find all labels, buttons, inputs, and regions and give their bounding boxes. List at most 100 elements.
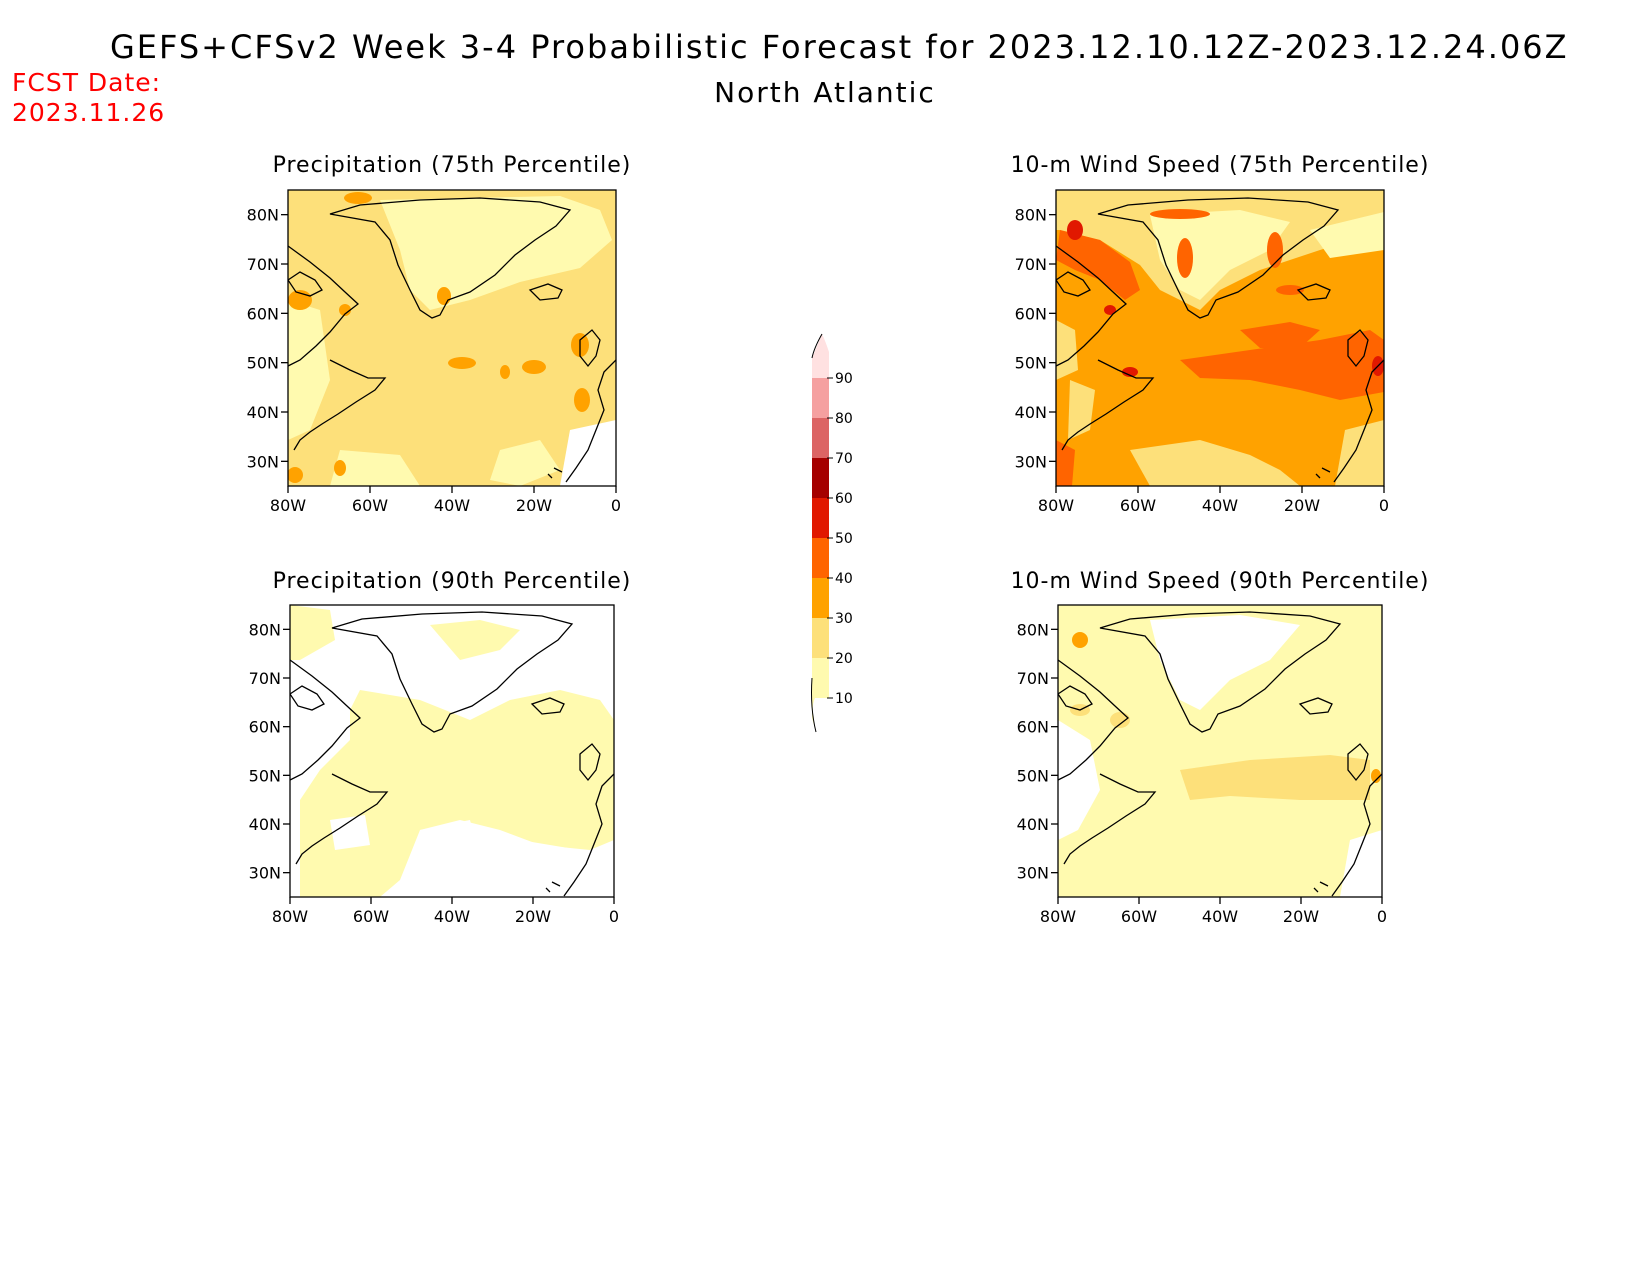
colorbar-label: 60 — [835, 491, 853, 507]
lat-tick-label: 60N — [249, 718, 281, 737]
lat-tick-label: 80N — [1017, 620, 1049, 639]
colorbar-swatch — [812, 538, 829, 578]
colorbar-swatch — [812, 418, 829, 458]
colorbar-swatch — [812, 658, 829, 732]
field-empty-region — [560, 420, 616, 486]
field-mid-region — [1056, 320, 1078, 380]
panel-title-wind75: 10-m Wind Speed (75th Percentile) — [1011, 153, 1430, 178]
lat-tick-label: 40N — [247, 403, 279, 422]
coastline — [290, 611, 614, 897]
field-peak-spot — [1104, 305, 1116, 315]
colorbar-outline — [811, 677, 817, 733]
field-empty-region — [1058, 720, 1100, 840]
lat-tick-label: 70N — [1017, 669, 1049, 688]
panel-title-precip90: Precipitation (90th Percentile) — [273, 569, 632, 594]
lon-tick-label: 40W — [434, 496, 470, 515]
map-field-precip75 — [288, 190, 616, 486]
panel-wind75: 10-m Wind Speed (75th Percentile) — [1011, 153, 1430, 487]
field-low-region — [290, 605, 335, 660]
lat-tick-label: 40N — [1015, 403, 1047, 422]
colorbar-swatch — [812, 618, 829, 658]
field-low-region — [490, 440, 560, 486]
field-high-spot — [288, 467, 303, 483]
field-high-spot — [344, 192, 372, 204]
lon-tick-label: 20W — [1283, 907, 1319, 926]
lat-tick-label: 50N — [247, 354, 279, 373]
lon-tick-label: 20W — [515, 907, 551, 926]
lon-tick-label: 80W — [1040, 907, 1076, 926]
colorbar-label: 90 — [835, 371, 853, 387]
field-low-region — [288, 300, 330, 440]
lon-tick-label: 0 — [1377, 907, 1387, 926]
field-high-region — [1240, 322, 1320, 348]
lat-tick-label: 30N — [247, 452, 279, 471]
field-low-region — [300, 690, 614, 897]
panel-precip75: Precipitation (75th Percentile) — [273, 153, 632, 487]
lat-tick-label: 70N — [249, 669, 281, 688]
map-field-precip90 — [290, 605, 614, 897]
lon-tick-label: 80W — [270, 496, 306, 515]
lat-tick-label: 80N — [247, 206, 279, 225]
forecast-date-label: FCST Date: — [12, 68, 162, 97]
forecast-date-value: 2023.11.26 — [12, 98, 166, 127]
field-high-spot — [1276, 285, 1304, 295]
lat-tick-label: 50N — [249, 766, 281, 785]
map-field-wind90 — [1058, 605, 1382, 897]
lon-tick-label: 20W — [516, 496, 552, 515]
field-low-region — [1310, 212, 1384, 258]
colorbar-outline — [811, 333, 823, 359]
colorbar-label: 40 — [835, 571, 853, 587]
axes-layer: 80N 70N 60N 50N 40N 30N 80W 60W 40W 20W 0 80N 70N 60N… — [247, 206, 1389, 926]
lat-tick-label: 60N — [1015, 304, 1047, 323]
field-empty-region — [500, 840, 600, 897]
field-high-region — [1180, 330, 1384, 400]
lat-tick-label: 60N — [247, 304, 279, 323]
lat-tick-label: 50N — [1015, 354, 1047, 373]
axes-precip75: 80N 70N 60N 50N 40N 30N 80W 60W 40W 20W 0 — [247, 206, 621, 515]
field-low-region — [330, 450, 420, 486]
panel-precip90: Precipitation (90th Percentile) — [273, 569, 632, 898]
field-empty-region — [330, 815, 370, 850]
colorbar-label: 70 — [835, 451, 853, 467]
field-high-spot — [339, 304, 351, 316]
main-title: GEFS+CFSv2 Week 3-4 Probabilistic Foreca… — [110, 28, 1569, 66]
field-high-spot — [334, 460, 346, 476]
field-mid-region — [1130, 440, 1300, 486]
lon-tick-label: 60W — [352, 496, 388, 515]
lon-tick-label: 60W — [1120, 496, 1156, 515]
field-high-spot — [574, 388, 590, 412]
field-mid-region — [1180, 755, 1370, 800]
field-high-spot — [448, 357, 476, 369]
colorbar: 10 20 30 40 50 60 70 80 90 — [811, 333, 853, 733]
colorbar-swatch — [812, 578, 829, 618]
lon-tick-label: 40W — [1202, 907, 1238, 926]
field-mid-spot — [1110, 712, 1130, 728]
panel-title-wind90: 10-m Wind Speed (90th Percentile) — [1011, 569, 1430, 594]
field-low-region — [430, 620, 520, 660]
lon-tick-label: 60W — [1121, 907, 1157, 926]
lat-tick-label: 50N — [1017, 766, 1049, 785]
lon-tick-label: 0 — [1379, 496, 1389, 515]
lon-tick-label: 40W — [1202, 496, 1238, 515]
field-high-spot — [437, 287, 451, 305]
lat-tick-label: 60N — [1017, 718, 1049, 737]
colorbar-swatch — [812, 334, 829, 378]
field-empty-region — [1340, 830, 1382, 897]
lat-tick-label: 40N — [1017, 815, 1049, 834]
field-peak-spot — [1122, 367, 1138, 377]
axes-wind90: 80N 70N 60N 50N 40N 30N 80W 60W 40W 20W 0 — [1017, 620, 1387, 926]
field-high-spot — [1072, 632, 1088, 648]
forecast-date-block: FCST Date: 2023.11.26 — [12, 68, 165, 128]
colorbar-swatch — [812, 458, 829, 498]
lon-tick-label: 80W — [272, 907, 308, 926]
field-high-region — [1056, 230, 1140, 300]
coastline — [1058, 611, 1382, 897]
field-high-region — [1056, 440, 1075, 486]
colorbar-label: 30 — [835, 611, 853, 627]
axes-wind75: 80N 70N 60N 50N 40N 30N 80W 60W 40W 20W 0 — [1015, 206, 1389, 515]
colorbar-label: 50 — [835, 531, 853, 547]
field-high-spot — [1371, 769, 1381, 783]
colorbar-label: 80 — [835, 411, 853, 427]
panel-title-precip75: Precipitation (75th Percentile) — [273, 153, 632, 178]
